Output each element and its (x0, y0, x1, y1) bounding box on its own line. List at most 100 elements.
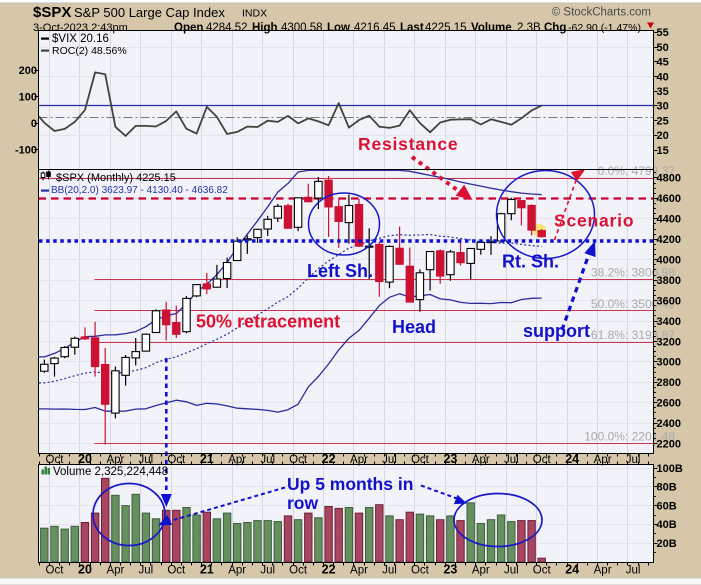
svg-text:Apr: Apr (228, 565, 246, 577)
svg-text:24: 24 (565, 452, 579, 466)
svg-text:30: 30 (657, 101, 669, 113)
svg-text:Resistance: Resistance (358, 134, 458, 154)
svg-text:20: 20 (78, 452, 92, 466)
svg-text:100: 100 (19, 91, 37, 103)
svg-text:23: 23 (443, 452, 457, 466)
svg-text:Oct: Oct (167, 565, 186, 577)
svg-text:3-Oct-2023 2:43pm: 3-Oct-2023 2:43pm (33, 22, 128, 34)
svg-text:Oct: Oct (289, 454, 308, 466)
svg-text:Volume 2,325,224,448: Volume 2,325,224,448 (53, 466, 168, 478)
svg-text:Low: Low (327, 22, 350, 34)
svg-text:3000: 3000 (657, 357, 681, 369)
svg-text:24: 24 (565, 563, 579, 577)
svg-text:Apr: Apr (472, 454, 490, 466)
svg-text:Apr: Apr (106, 565, 124, 577)
svg-text:Oct: Oct (533, 454, 552, 466)
svg-text:0: 0 (31, 118, 37, 130)
svg-text:Jul: Jul (626, 565, 641, 577)
svg-text:Oct: Oct (533, 565, 552, 577)
svg-text:Open: Open (174, 22, 203, 34)
svg-text:3200: 3200 (657, 336, 681, 348)
svg-text:60B: 60B (657, 500, 677, 512)
svg-text:Oct: Oct (167, 454, 186, 466)
svg-text:20B: 20B (657, 538, 677, 550)
svg-text:55: 55 (657, 27, 669, 39)
svg-text:Left Sh.: Left Sh. (307, 261, 373, 281)
svg-text:Apr: Apr (106, 454, 124, 466)
svg-text:Jul: Jul (138, 565, 153, 577)
svg-text:Jul: Jul (382, 565, 397, 577)
svg-text:ROC(2) 48.56%: ROC(2) 48.56% (52, 45, 127, 57)
svg-text:40B: 40B (657, 519, 677, 531)
svg-text:Apr: Apr (228, 454, 246, 466)
svg-text:Oct: Oct (411, 565, 430, 577)
svg-text:Jul: Jul (382, 454, 397, 466)
svg-text:Jul: Jul (260, 454, 275, 466)
svg-text:21: 21 (200, 452, 214, 466)
svg-text:4225.15: 4225.15 (425, 22, 467, 34)
svg-text:Volume: Volume (471, 22, 512, 34)
svg-text:BB(20,2.0) 3623.97 - 4130.40 -: BB(20,2.0) 3623.97 - 4130.40 - 4636.82 (51, 185, 228, 196)
svg-text:2200: 2200 (657, 439, 681, 451)
svg-text:-100: -100 (15, 144, 37, 156)
svg-text:40: 40 (657, 71, 669, 83)
svg-text:4400: 4400 (657, 214, 681, 226)
svg-text:High: High (252, 22, 278, 34)
svg-text:INDX: INDX (242, 8, 267, 20)
svg-text:35: 35 (657, 86, 669, 98)
svg-text:4216.45: 4216.45 (354, 22, 396, 34)
svg-text:3400: 3400 (657, 316, 681, 328)
svg-text:23: 23 (443, 563, 457, 577)
svg-text:50: 50 (657, 42, 669, 54)
svg-text:2.3B: 2.3B (517, 22, 541, 34)
svg-text:Apr: Apr (350, 454, 368, 466)
svg-text:21: 21 (200, 563, 214, 577)
svg-text:4300.58: 4300.58 (281, 22, 323, 34)
svg-text:Apr: Apr (594, 454, 612, 466)
svg-text:Oct: Oct (411, 454, 430, 466)
svg-text:22: 22 (322, 563, 336, 577)
svg-text:0.0%: 4799.37: 0.0%: 4799.37 (598, 164, 676, 178)
svg-text:4000: 4000 (657, 255, 681, 267)
svg-text:Jul: Jul (504, 565, 519, 577)
svg-text:Jul: Jul (138, 454, 153, 466)
svg-text:Up 5 months in: Up 5 months in (287, 474, 413, 494)
svg-text:45: 45 (657, 57, 669, 69)
svg-text:-62.90 (-1.47%): -62.90 (-1.47%) (568, 22, 641, 34)
svg-text:25: 25 (657, 115, 669, 127)
svg-text:100.0%: 2201.48: 100.0%: 2201.48 (584, 430, 675, 444)
svg-text:4800: 4800 (657, 173, 681, 185)
svg-text:4284.52: 4284.52 (206, 22, 248, 34)
svg-text:4600: 4600 (657, 193, 681, 205)
svg-text:Last: Last (400, 22, 424, 34)
svg-text:2600: 2600 (657, 398, 681, 410)
svg-text:4200: 4200 (657, 234, 681, 246)
svg-text:S&P 500 Large Cap Index: S&P 500 Large Cap Index (74, 5, 225, 20)
svg-text:2800: 2800 (657, 377, 681, 389)
svg-text:Apr: Apr (350, 565, 368, 577)
svg-text:Rt. Sh.: Rt. Sh. (502, 252, 559, 272)
svg-text:Oct: Oct (46, 565, 65, 577)
svg-text:Chg: Chg (544, 22, 566, 34)
svg-text:© StockCharts.com: © StockCharts.com (552, 7, 651, 19)
svg-text:20: 20 (78, 563, 92, 577)
svg-text:support: support (523, 321, 590, 341)
svg-text:$SPX (Monthly) 4225.15: $SPX (Monthly) 4225.15 (56, 172, 176, 184)
svg-text:Oct: Oct (289, 565, 308, 577)
svg-text:3800: 3800 (657, 275, 681, 287)
svg-text:200: 200 (19, 65, 37, 77)
svg-text:Jul: Jul (504, 454, 519, 466)
svg-text:row: row (287, 493, 319, 513)
svg-text:$SPX: $SPX (33, 4, 71, 21)
svg-text:Scenario: Scenario (554, 211, 634, 231)
svg-text:100B: 100B (657, 463, 683, 475)
svg-text:Jul: Jul (626, 454, 641, 466)
svg-text:20: 20 (657, 130, 669, 142)
svg-text:80B: 80B (657, 482, 677, 494)
svg-text:Apr: Apr (472, 565, 490, 577)
svg-text:2400: 2400 (657, 418, 681, 430)
svg-text:Oct: Oct (46, 454, 65, 466)
svg-text:50% retracement: 50% retracement (196, 312, 340, 332)
svg-text:Apr: Apr (594, 565, 612, 577)
svg-text:15: 15 (657, 145, 669, 157)
